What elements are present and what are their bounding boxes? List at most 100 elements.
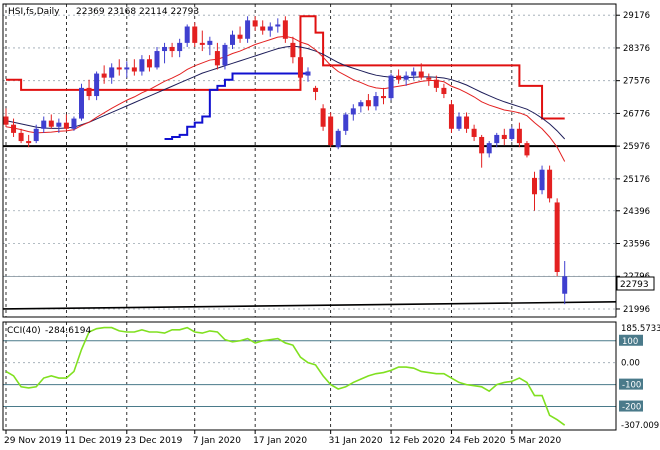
x-tick-label: 23 Dec 2019 [125, 436, 183, 446]
candle-body [554, 202, 560, 272]
cci-level-tag [619, 334, 643, 346]
candle-body [154, 51, 160, 68]
y-tick-label: 29176 [623, 11, 650, 21]
candle-body [388, 75, 394, 99]
cci-panel-frame [2, 321, 617, 431]
y-tick-label: 26776 [623, 109, 650, 119]
date-axis: 29 Nov 2019 11 Dec 2019 23 Dec 2019 7 Jan 2… [4, 430, 561, 446]
candle-body [456, 116, 462, 129]
candle-body [267, 26, 273, 31]
candle-body [335, 130, 341, 148]
candle-body [146, 59, 152, 68]
candle-body [411, 71, 417, 76]
candle-body [214, 51, 220, 66]
cci-axis: 185.5733 100 0.00 -100 -200 -307.009 [619, 324, 660, 431]
cci-series [5, 326, 566, 426]
candle-body [313, 87, 319, 92]
x-tick-label: 12 Feb 2020 [389, 436, 445, 446]
cci-tick-label: -200 [622, 403, 641, 413]
candle-body [184, 26, 190, 43]
cci-label: CCI(40) [7, 326, 41, 336]
lower-trend-line [2, 301, 617, 310]
candle-body [358, 102, 364, 107]
candle-body [516, 128, 522, 144]
candle-body [3, 116, 9, 125]
cci-tick-label: -100 [622, 381, 641, 391]
candle-body [63, 122, 69, 129]
candle-body [418, 71, 424, 78]
price-axis: 29176 28376 27576 26776 25976 25176 24396 23596… [616, 11, 650, 315]
candle-body [18, 132, 24, 142]
candle-body [124, 67, 130, 70]
candle-body [290, 42, 296, 58]
candle-body [237, 34, 243, 39]
x-tick-label: 5 Mar 2020 [510, 436, 562, 446]
candle-body [539, 169, 545, 191]
candle-body [260, 26, 266, 31]
y-tick-label: 25176 [623, 175, 650, 185]
candle-body [479, 136, 485, 154]
candle-body [86, 87, 92, 97]
ohlc-label: 22369 23168 22114 22793 [76, 7, 199, 17]
cci-level-tag [619, 378, 643, 390]
cci-levels [3, 340, 616, 408]
candle-body [464, 116, 470, 129]
candle-body [320, 108, 326, 127]
candle-body [297, 57, 303, 78]
horizontal-levels [2, 145, 617, 310]
cci-value: -284.6194 [45, 326, 91, 336]
candle-body [403, 75, 409, 80]
candle-body [547, 169, 553, 199]
candle-body [471, 128, 477, 137]
candle-body [396, 75, 402, 80]
candle-body [448, 104, 454, 129]
current-price-label: 22793 [620, 280, 649, 290]
y-tick-label: 25976 [623, 142, 650, 152]
candle-body [71, 118, 77, 129]
candle-body [56, 122, 62, 127]
y-tick-label: 24396 [623, 207, 650, 217]
grid [3, 4, 616, 430]
candle-body [252, 20, 258, 27]
candles [3, 16, 568, 305]
y-tick-label: 28376 [623, 44, 650, 54]
cci-tick-label: 100 [622, 337, 638, 347]
candle-body [524, 143, 530, 156]
candle-body [486, 143, 492, 154]
cci-tick-label: 0.00 [621, 359, 640, 369]
x-tick-label: 7 Jan 2020 [193, 436, 241, 446]
candle-body [562, 276, 568, 294]
main-panel-frame [2, 3, 617, 318]
candle-body [381, 96, 386, 99]
candle-body [101, 73, 107, 78]
y-tick-label: 23596 [623, 240, 650, 250]
y-tick-label: 27576 [623, 77, 650, 87]
candle-body [509, 128, 515, 140]
candle-body [365, 100, 371, 107]
candle-body [162, 46, 168, 52]
candle-body [48, 120, 54, 127]
candle-body [373, 96, 379, 107]
cci-level-tag [619, 400, 643, 412]
x-tick-label: 11 Dec 2019 [64, 436, 122, 446]
x-tick-label: 24 Feb 2020 [449, 436, 505, 446]
candle-body [94, 73, 100, 97]
symbol-label: HSI,fs,Daily [8, 7, 60, 17]
cci-tick-label: 185.5733 [621, 324, 660, 334]
candle-body [79, 87, 84, 119]
candle-body [192, 26, 198, 43]
current-price-tag [616, 276, 655, 291]
candle-body [41, 120, 47, 129]
candle-body [26, 141, 32, 144]
candle-body [33, 128, 39, 142]
candle-body [494, 134, 500, 144]
candle-body [433, 79, 439, 88]
candle-body [230, 34, 235, 45]
x-tick-label: 17 Jan 2020 [253, 436, 307, 446]
envelope-upper-line [6, 15, 565, 120]
candle-body [501, 134, 507, 140]
candle-body [109, 67, 115, 78]
candle-body [305, 71, 311, 76]
candle-body [177, 42, 183, 52]
